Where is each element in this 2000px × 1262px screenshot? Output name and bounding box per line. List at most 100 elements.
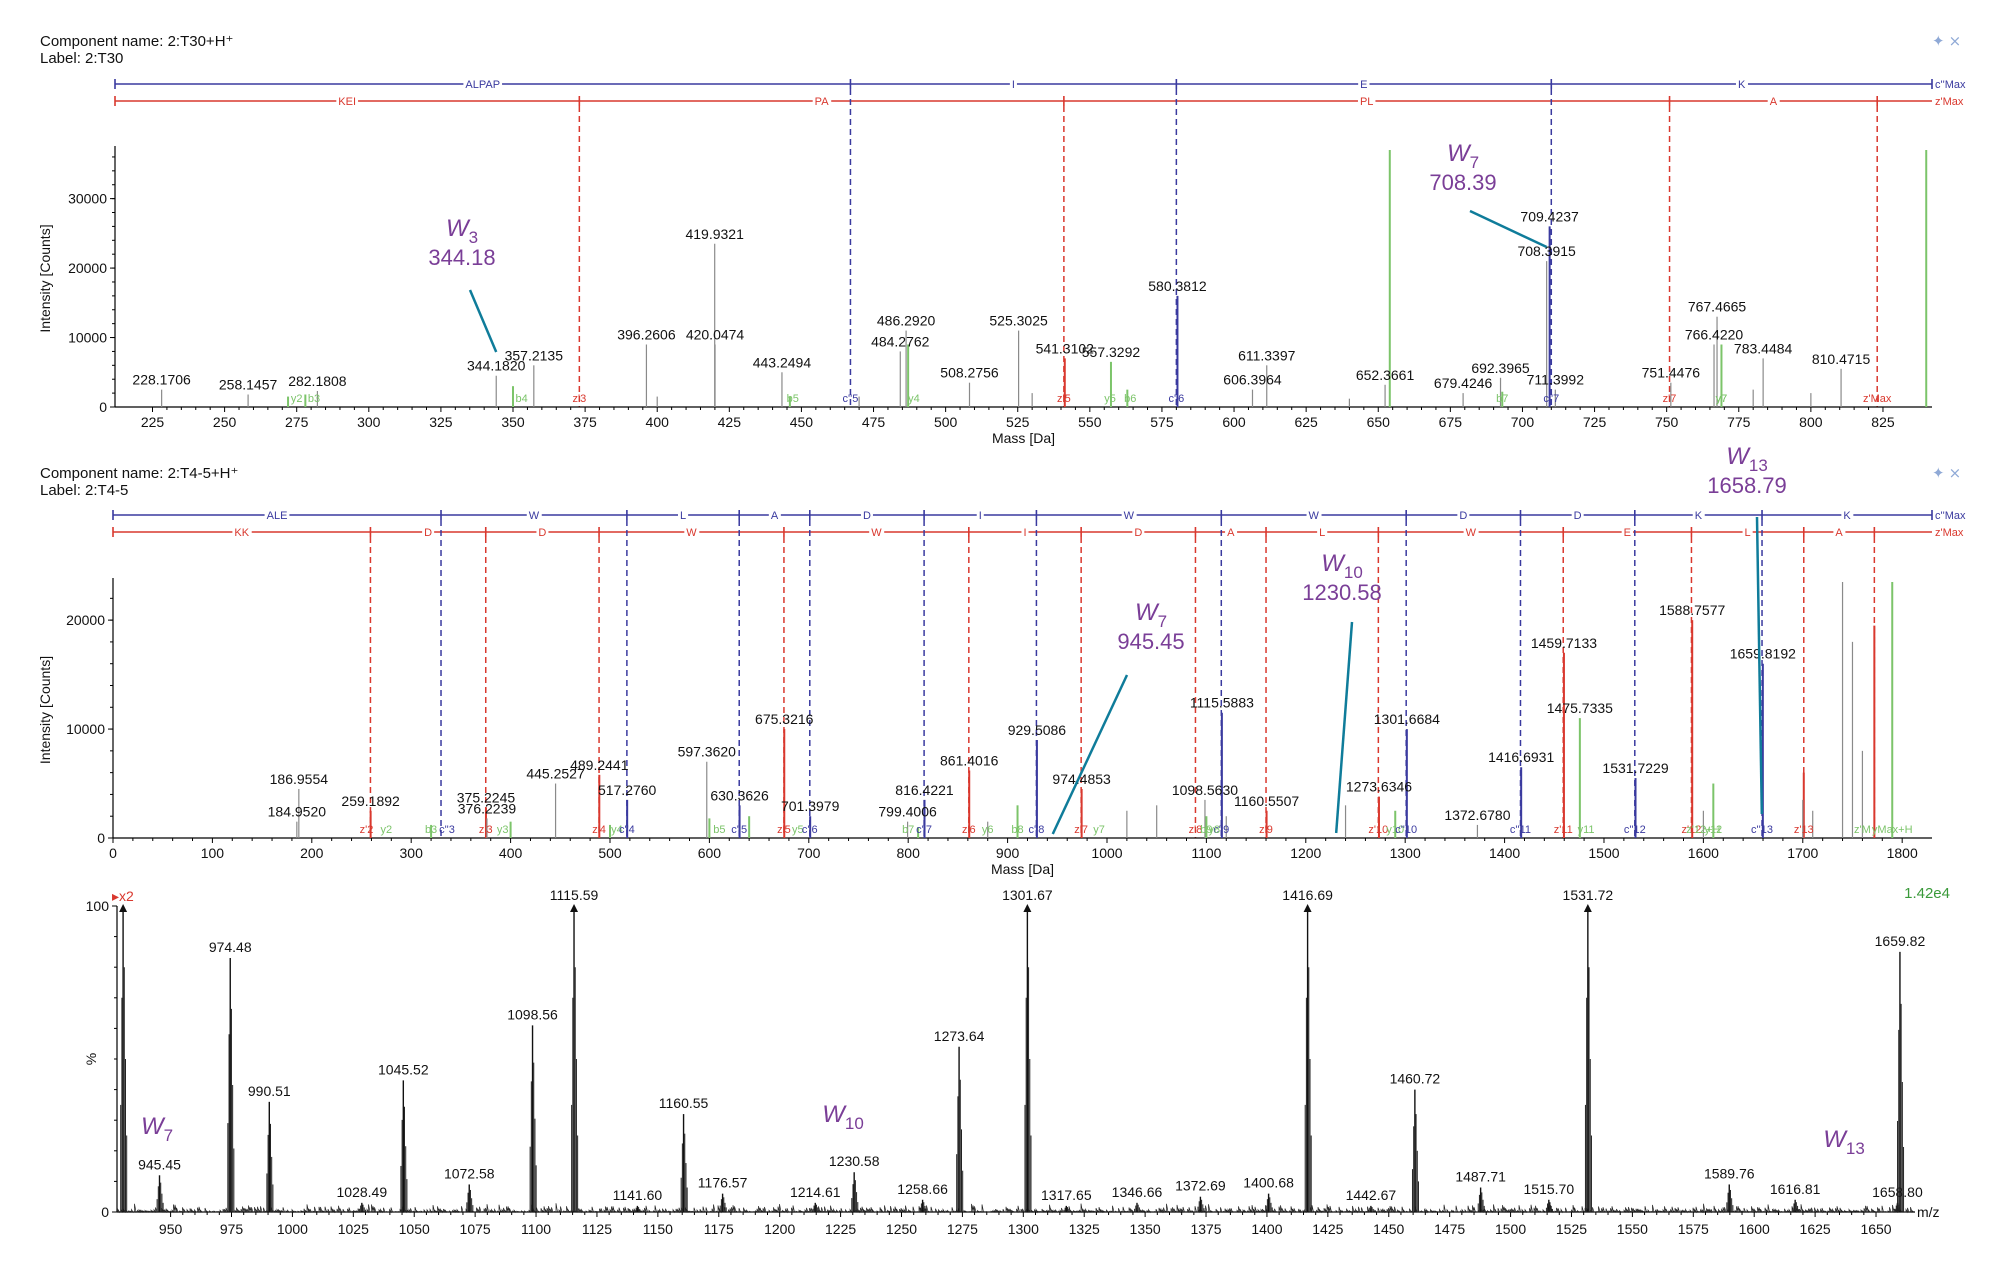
- p3-peak-label: 1659.82: [1875, 933, 1926, 949]
- p1-peak-label: 692.3965: [1471, 360, 1530, 376]
- p3-peak-label: 1214.61: [790, 1184, 841, 1200]
- p2-x-tick-label: 700: [797, 845, 821, 861]
- p1-ion-label: b3: [308, 393, 320, 405]
- p3-w-label: W7: [141, 1113, 173, 1145]
- p2-seq_red-residue: D: [424, 527, 432, 539]
- p3-peak-label: 1098.56: [507, 1006, 558, 1022]
- panel1-pin-close-icons[interactable]: ✦×: [1932, 32, 1966, 50]
- p2-peak-label: 799.4006: [878, 804, 937, 820]
- p1-y-tick-label: 0: [99, 399, 107, 415]
- p3-off-scale-marker: [570, 904, 579, 912]
- p1-annotation-w-label: W3: [446, 215, 478, 247]
- p2-ion-label: y7: [1093, 824, 1105, 836]
- p2-seq_blue-residue-bg: [1841, 510, 1854, 522]
- p1-peak-label: 611.3397: [1238, 347, 1296, 363]
- p2-seq_blue-residue-bg: [264, 510, 290, 522]
- p2-ion-label: yMax+H: [1872, 824, 1913, 836]
- p1-ion-label: b6: [1124, 393, 1136, 405]
- p2-x-tick-label: 400: [499, 845, 523, 861]
- p1-x-tick-label: 750: [1655, 414, 1679, 430]
- panel2-pin-close-icons[interactable]: ✦×: [1932, 464, 1966, 482]
- p2-peak-label: 701.3979: [781, 798, 840, 814]
- p1-seq_blue-residue: E: [1360, 79, 1367, 91]
- p3-y-tick-label: 100: [86, 898, 110, 914]
- p1-ion-label: y7: [1716, 393, 1728, 405]
- p2-y-tick-label: 20000: [66, 612, 105, 628]
- p1-peak-label: 419.9321: [685, 226, 744, 242]
- p1-peak-label: 652.3661: [1356, 367, 1415, 383]
- p2-y-tick-label: 10000: [66, 721, 105, 737]
- p1-x-tick-label: 275: [285, 414, 309, 430]
- p1-peak-label: 420.0474: [686, 326, 745, 342]
- p3-x-tick-label: 1000: [277, 1221, 308, 1237]
- p3-off-scale-marker: [1583, 904, 1592, 912]
- p1-x-tick-label: 425: [718, 414, 742, 430]
- p2-seq_blue-residue: W: [1309, 510, 1320, 522]
- p2-x-tick-label: 1000: [1091, 845, 1122, 861]
- p3-w-label-subscript: 13: [1846, 1139, 1865, 1158]
- p1-peak-label: 508.2756: [940, 365, 999, 381]
- p3-x-tick-label: 950: [159, 1221, 183, 1237]
- p2-seq_red-residue: W: [871, 527, 882, 539]
- p2-annotation-value: 945.45: [1117, 629, 1184, 654]
- p2-ion-label: c''11: [1510, 824, 1531, 836]
- p1-ion-label: z'5: [1057, 393, 1071, 405]
- p2-ion-label: z'5: [777, 824, 791, 836]
- p1-seq_blue-residue: K: [1738, 79, 1746, 91]
- p2-annotation-subscript: 13: [1749, 456, 1768, 475]
- p2-annotation-pointer: [1051, 674, 1129, 835]
- p1-seq_red-residue: A: [1770, 96, 1778, 108]
- p2-x-tick-label: 300: [400, 845, 424, 861]
- p3-x-tick-label: 1325: [1069, 1221, 1100, 1237]
- p1-ion-label: y4: [908, 393, 920, 405]
- p1-annotation-pointer: [1469, 209, 1548, 249]
- p2-ion-label: c''13: [1751, 824, 1773, 836]
- p1-y-axis-label: Intensity [Counts]: [37, 224, 53, 332]
- p2-seq_blue-residue: L: [680, 510, 686, 522]
- p2-ion-label: z'12+H: [1686, 824, 1720, 836]
- p1-x-tick-label: 450: [790, 414, 814, 430]
- p1-x-tick-label: 625: [1294, 414, 1318, 430]
- p2-seq_red-residue: A: [1835, 527, 1843, 539]
- p2-ion-label: z'12: [1682, 824, 1702, 836]
- p2-ion-label: c''10: [1395, 824, 1417, 836]
- p2-ion-label: y2: [381, 824, 393, 836]
- p1-peak-label: 557.3292: [1082, 344, 1141, 360]
- p3-scale-indicator: ▸x2: [112, 888, 134, 904]
- p3-w-label: W13: [1823, 1126, 1865, 1158]
- p3-peak-label: 1346.66: [1112, 1184, 1163, 1200]
- p3-w-label-subscript: 7: [164, 1126, 173, 1145]
- p2-seq_red-residue-bg: [1463, 527, 1479, 539]
- p2-seq_red-residue: L: [1319, 527, 1325, 539]
- p2-seq_red-residue-bg: [869, 527, 885, 539]
- p2-ion-label: c''4: [619, 824, 635, 836]
- p3-peak-label: 1589.76: [1704, 1165, 1755, 1181]
- p2-peak-label: 675.3216: [755, 711, 814, 727]
- p2-ion-label: b7: [902, 824, 914, 836]
- p2-peak-label: 1098.5630: [1172, 782, 1238, 798]
- p2-seq_blue-residue-bg: [677, 510, 689, 522]
- p2-peak-label: 1301.6684: [1374, 711, 1440, 727]
- p1-ion-label: y2: [291, 393, 303, 405]
- p1-ion-label: b5: [787, 393, 799, 405]
- p2-seq_blue-residue: I: [979, 510, 982, 522]
- p1-peak-label: 344.1820: [467, 358, 526, 374]
- p2-ion-label: y5: [792, 824, 804, 836]
- p2-annotation-w-label: W10: [1321, 550, 1363, 582]
- p1-peak-label: 484.2762: [871, 333, 930, 349]
- p1-ion-label: b4: [516, 393, 528, 405]
- p3-peak-label: 1301.67: [1002, 887, 1053, 903]
- p3-x-tick-label: 1450: [1373, 1221, 1404, 1237]
- p2-peak-label: 1416.6931: [1488, 749, 1554, 765]
- p2-seq_red-residue-bg: [1132, 527, 1145, 539]
- p1-x-tick-label: 300: [357, 414, 381, 430]
- p3-peak-label: 1160.55: [659, 1095, 709, 1111]
- p1-x-tick-label: 225: [141, 414, 165, 430]
- p2-ion-label: z'10: [1368, 824, 1388, 836]
- p1-x-tick-label: 725: [1583, 414, 1607, 430]
- p1-x-tick-label: 250: [213, 414, 237, 430]
- p2-peak-label: 186.9554: [270, 771, 329, 787]
- p2-seq_blue-residue-bg: [860, 510, 873, 522]
- p3-x-tick-label: 1050: [399, 1221, 430, 1237]
